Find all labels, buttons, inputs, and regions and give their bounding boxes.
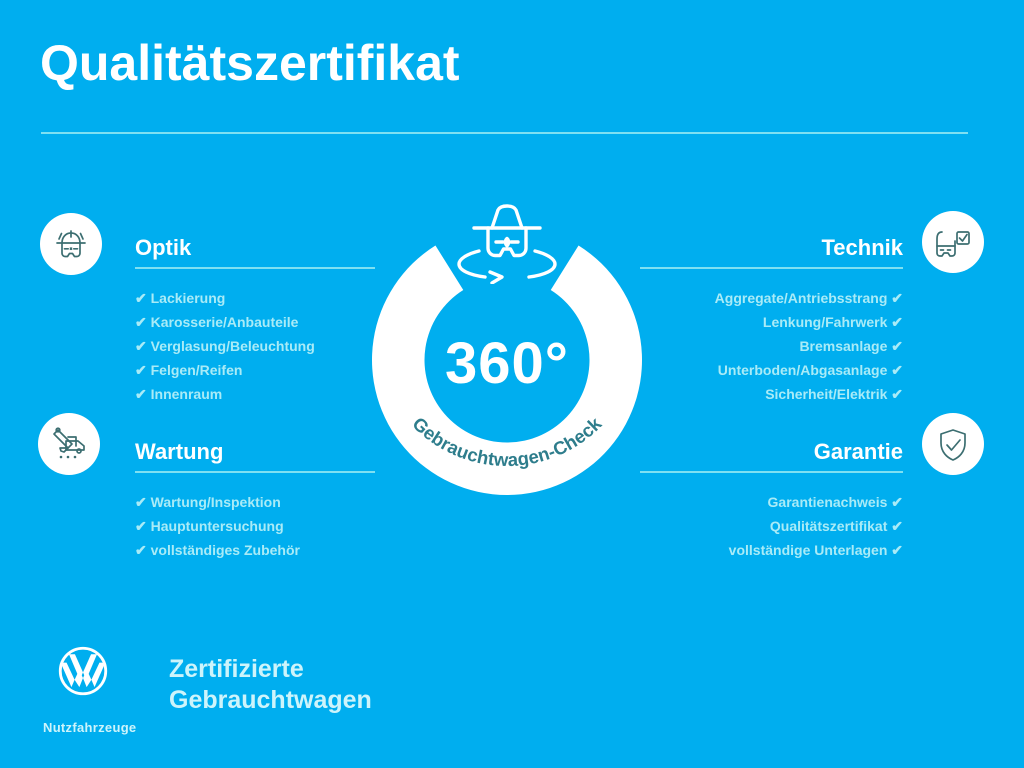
svg-text:Gebrauchtwagen-Check: Gebrauchtwagen-Check — [408, 412, 605, 470]
